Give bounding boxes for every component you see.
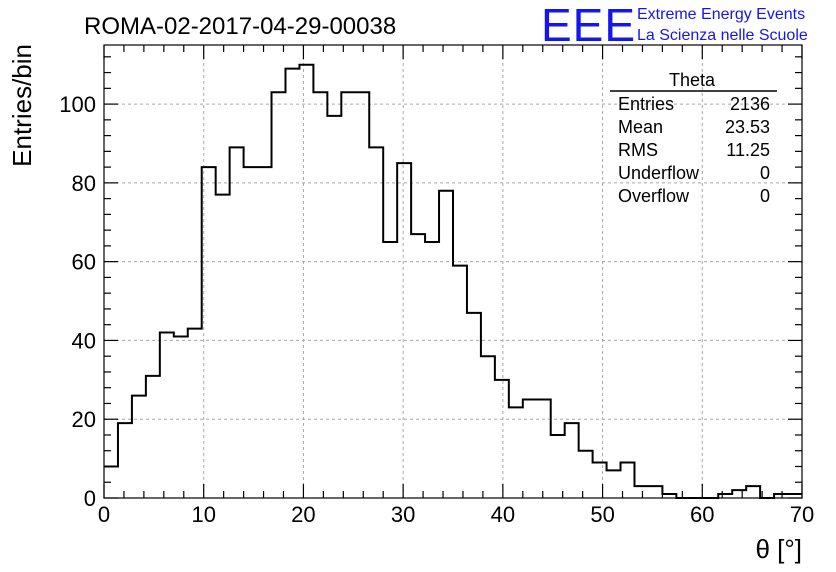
histogram-bin: [523, 400, 537, 498]
histogram-bin: [216, 195, 230, 498]
histogram-bin: [188, 329, 202, 498]
x-tick-label: 10: [191, 502, 215, 527]
histogram-bin: [118, 423, 132, 498]
histogram-bin: [732, 490, 746, 498]
histogram-outline: [104, 63, 802, 499]
histogram-bin: [453, 266, 467, 498]
histogram-bin: [579, 451, 593, 498]
stats-label: Entries: [618, 94, 674, 114]
plot-frame: [103, 44, 803, 499]
x-tick-label: 0: [98, 502, 110, 527]
logo-mark: EEE: [541, 0, 636, 51]
histogram-bin: [467, 313, 481, 498]
histogram-bin: [146, 376, 160, 498]
y-tick-label: 20: [72, 407, 96, 432]
chart-title: ROMA-02-2017-04-29-00038: [84, 13, 396, 40]
x-tick-label: 40: [491, 502, 515, 527]
histogram-bin: [551, 435, 565, 498]
x-tick-label: 60: [690, 502, 714, 527]
histogram-bin: [258, 167, 272, 498]
histogram-bin: [509, 407, 523, 498]
histogram-bin: [537, 400, 551, 498]
histogram-bin: [244, 167, 258, 498]
x-tick-label: 50: [590, 502, 614, 527]
histogram-bin: [495, 380, 509, 498]
histogram-bins: [104, 65, 802, 498]
histogram-bin: [160, 333, 174, 498]
histogram-bin: [481, 356, 495, 498]
stats-label: Overflow: [618, 186, 690, 206]
histogram-bin: [593, 463, 607, 498]
y-tick-label: 100: [59, 92, 96, 117]
histogram-bin: [272, 92, 286, 498]
histogram-bin: [425, 242, 439, 498]
eee-logo: EEE Extreme Energy Events La Scienza nel…: [541, 0, 808, 51]
histogram-bin: [439, 191, 453, 498]
histogram-bin: [132, 396, 146, 498]
stats-box-name: Theta: [669, 70, 716, 90]
stats-value: 0: [760, 163, 770, 183]
y-tick-label: 60: [72, 250, 96, 275]
logo-line-1: Extreme Energy Events: [637, 6, 805, 23]
stats-value: 11.25: [726, 140, 770, 160]
stats-box: Theta Entries 2136 Mean 23.53 RMS 11.25 Underf…: [610, 70, 777, 206]
stats-value: 0: [760, 186, 770, 206]
y-tick-labels: 0 20 40 60 80 100: [59, 92, 96, 511]
histogram-bin: [202, 167, 216, 498]
histogram-bin: [299, 65, 313, 498]
histogram-bin: [746, 486, 760, 498]
y-tick-label: 40: [72, 328, 96, 353]
histogram-bin: [313, 92, 327, 498]
histogram-bin: [355, 92, 369, 498]
stats-label: Underflow: [618, 163, 700, 183]
histogram-bin: [341, 92, 355, 498]
histogram-bin: [634, 486, 648, 498]
y-axis-title: Entries/bin: [7, 44, 37, 167]
x-tick-label: 70: [790, 502, 814, 527]
y-tick-label: 80: [72, 171, 96, 196]
stats-label: Mean: [618, 117, 663, 137]
histogram-bin: [327, 116, 341, 498]
y-tick-label: 0: [84, 486, 96, 511]
x-axis-title: θ [°]: [755, 534, 802, 564]
histogram-bin: [411, 234, 425, 498]
histogram-bin: [383, 242, 397, 498]
stats-value: 2136: [730, 94, 770, 114]
stats-value: 23.53: [725, 117, 770, 137]
x-tick-labels: 0 10 20 30 40 50 60 70: [98, 502, 814, 527]
axis-ticks: [103, 45, 803, 499]
stats-rows: Entries 2136 Mean 23.53 RMS 11.25 Underflow 0 Ov…: [618, 94, 770, 206]
stats-label: RMS: [618, 140, 658, 160]
histogram-bin: [230, 147, 244, 498]
histogram-bin: [285, 69, 299, 498]
logo-line-2: La Scienza nelle Scuole: [637, 27, 808, 44]
histogram-bin: [565, 423, 579, 498]
histogram-bin: [648, 486, 662, 498]
histogram-bin: [397, 163, 411, 498]
histogram-bin: [607, 470, 621, 498]
histogram-bin: [369, 147, 383, 498]
histogram-bin: [174, 336, 188, 498]
x-tick-label: 20: [291, 502, 315, 527]
x-tick-label: 30: [391, 502, 415, 527]
